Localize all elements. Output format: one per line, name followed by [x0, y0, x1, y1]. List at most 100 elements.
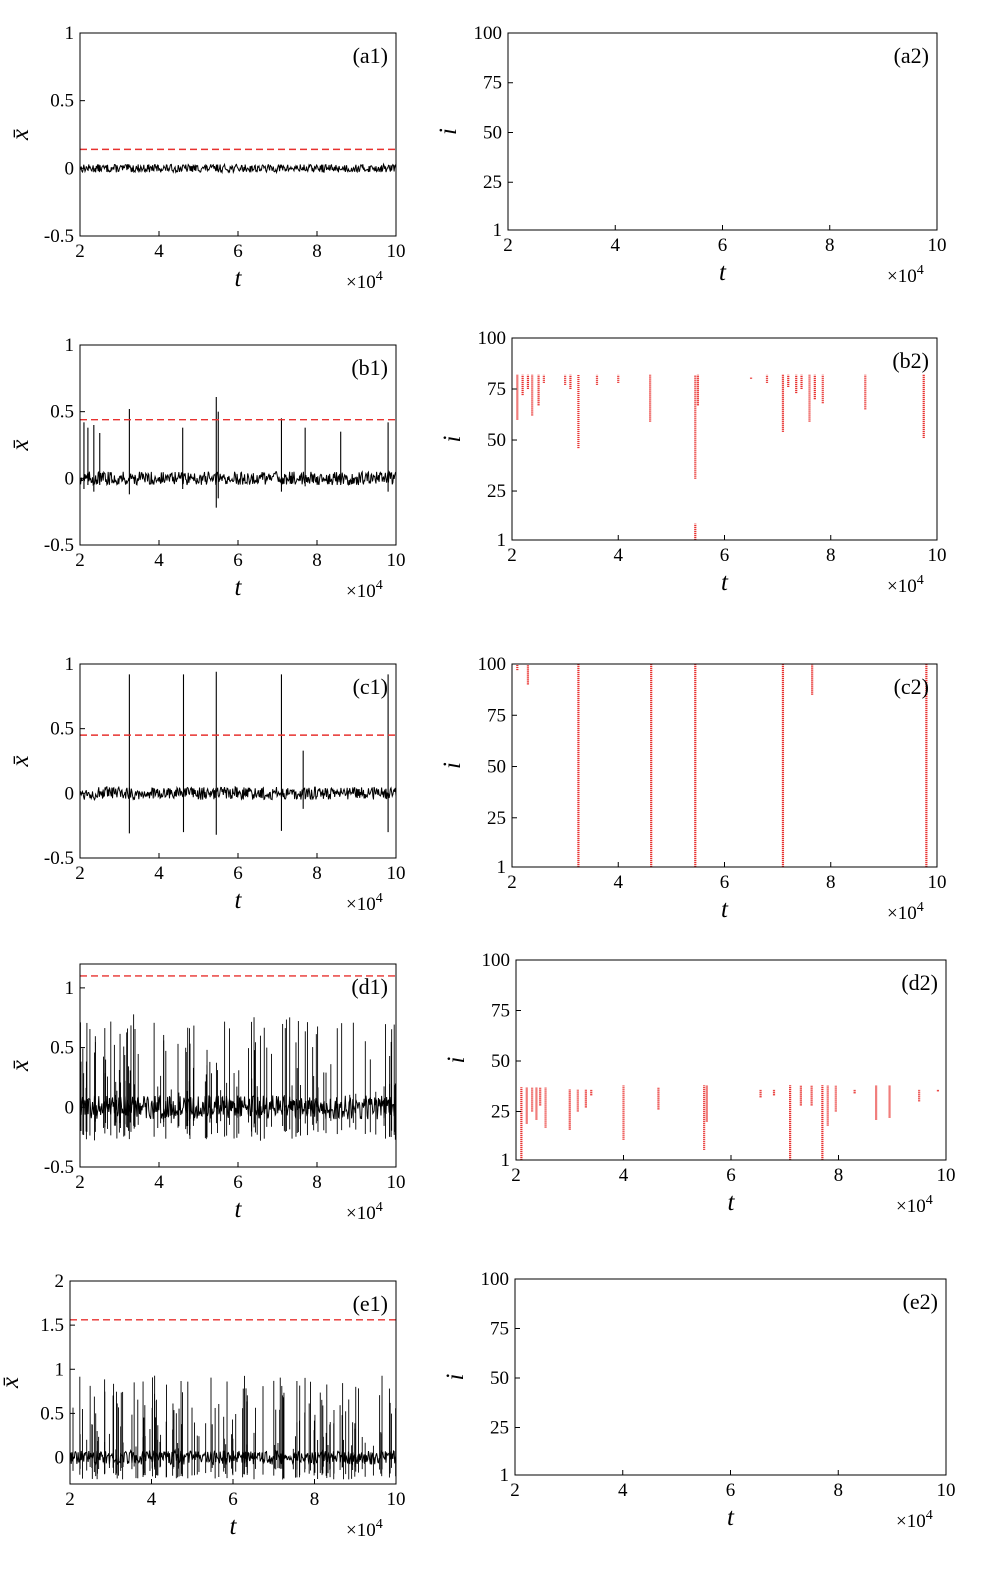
x-multiplier-label: ×104 — [346, 891, 383, 915]
panel-b2: 2 4 6 8 10 1 25 50 75 100 t i ×104 (b2) — [439, 328, 947, 597]
x-axis-label: t — [235, 265, 243, 292]
y-tick-label: 1.5 — [40, 1315, 64, 1336]
y-tick-label: -0.5 — [44, 535, 74, 556]
x-tick-label: 8 — [825, 235, 835, 256]
x-tick-label: 8 — [834, 1480, 844, 1501]
y-tick-label: -0.5 — [44, 848, 74, 869]
y-axis-label: i — [435, 128, 462, 135]
y-tick-label: 0 — [65, 158, 75, 179]
x-tick-label: 2 — [75, 863, 85, 884]
plot-area-b1 — [80, 397, 396, 508]
signal-trace-a1 — [80, 162, 396, 175]
y-tick-label: -0.5 — [44, 1157, 74, 1178]
x-multiplier-label: ×104 — [887, 263, 924, 287]
panel-label-a2: (a2) — [894, 43, 929, 68]
x-tick-label: 2 — [75, 550, 85, 571]
x-tick-label: 10 — [928, 545, 947, 566]
x-tick-label: 10 — [937, 1165, 956, 1186]
x-tick-label: 2 — [511, 1165, 521, 1186]
x-axis-label: t — [235, 887, 243, 914]
panel-a1: 2 4 6 8 10 -0.5 0 0.5 1 t x̄ ×104 (a1) — [7, 23, 406, 293]
plot-area-a1 — [80, 148, 396, 175]
x-tick-label: 10 — [387, 550, 406, 571]
signal-trace-d1 — [80, 1094, 396, 1120]
y-axis-label: x̄ — [7, 129, 34, 141]
y-tick-label: 75 — [487, 379, 506, 400]
panel-label-e1: (e1) — [353, 1291, 388, 1316]
x-axis-label: t — [728, 1189, 736, 1216]
y-tick-label: 100 — [474, 23, 503, 44]
x-axis-label: t — [235, 574, 243, 601]
x-tick-label: 4 — [154, 550, 164, 571]
x-axis-label: t — [727, 1504, 735, 1531]
y-axis-label: i — [442, 1373, 469, 1380]
y-axis-label: x̄ — [0, 1377, 24, 1389]
y-axis-label: i — [439, 435, 466, 442]
x-tick-label: 6 — [233, 863, 243, 884]
plot-area-c2 — [516, 664, 928, 867]
x-tick-label: 4 — [154, 1172, 164, 1193]
x-tick-label: 8 — [310, 1489, 320, 1510]
x-tick-label: 8 — [826, 545, 836, 566]
y-tick-label: 75 — [491, 1001, 510, 1022]
y-tick-label: 1 — [65, 978, 75, 999]
panel-c1: 2 4 6 8 10 -0.5 0 0.5 1 t x̄ ×104 (c1) — [7, 654, 406, 915]
y-tick-label: 50 — [483, 122, 502, 143]
y-tick-label: 50 — [487, 430, 506, 451]
x-tick-label: 8 — [834, 1165, 844, 1186]
axes-frame-e2 — [514, 1278, 947, 1476]
x-tick-label: 6 — [720, 545, 730, 566]
x-axis-label: t — [721, 569, 729, 596]
y-tick-label: 75 — [490, 1318, 509, 1339]
panel-a2: 2 4 6 8 10 1 25 50 75 100 t i ×104 (a2) — [435, 23, 947, 287]
x-tick-label: 6 — [228, 1489, 238, 1510]
y-tick-label: 0 — [65, 468, 75, 489]
x-tick-label: 2 — [75, 1172, 85, 1193]
x-multiplier-label: ×104 — [887, 900, 924, 924]
x-tick-label: 2 — [507, 872, 517, 893]
y-axis-label: x̄ — [7, 439, 34, 451]
panel-e2: 2 4 6 8 10 1 25 50 75 100 t i ×104 (e2) — [442, 1269, 956, 1532]
y-tick-label: 0.5 — [50, 1038, 74, 1059]
panel-d2: 2 4 6 8 10 1 25 50 75 100 t i ×104 (d2) — [443, 950, 956, 1217]
x-tick-label: 6 — [726, 1480, 736, 1501]
x-tick-label: 10 — [928, 872, 947, 893]
y-tick-label: 100 — [481, 1269, 510, 1290]
x-tick-label: 2 — [507, 545, 517, 566]
panel-label-b2: (b2) — [892, 348, 929, 373]
x-tick-label: 4 — [154, 241, 164, 262]
panel-label-d2: (d2) — [901, 970, 938, 995]
y-axis-label: i — [443, 1056, 470, 1063]
x-tick-label: 10 — [387, 863, 406, 884]
x-multiplier-label: ×104 — [896, 1508, 933, 1532]
y-axis-label: i — [439, 762, 466, 769]
y-tick-label: -0.5 — [44, 226, 74, 247]
x-tick-label: 10 — [937, 1480, 956, 1501]
axes-frame-d2 — [515, 959, 947, 1161]
x-multiplier-label: ×104 — [887, 573, 924, 597]
x-tick-label: 2 — [65, 1489, 75, 1510]
signal-trace-c1 — [80, 785, 396, 802]
x-tick-label: 2 — [75, 241, 85, 262]
y-tick-label: 0.5 — [50, 91, 74, 112]
y-tick-label: 1 — [497, 530, 507, 551]
x-tick-label: 4 — [611, 235, 621, 256]
panel-c2: 2 4 6 8 10 1 25 50 75 100 t i ×104 (c2) — [439, 654, 947, 924]
x-tick-label: 10 — [387, 1489, 406, 1510]
panel-label-a1: (a1) — [353, 43, 388, 68]
y-tick-label: 50 — [491, 1051, 510, 1072]
y-tick-label: 1 — [501, 1150, 511, 1171]
x-multiplier-label: ×104 — [896, 1193, 933, 1217]
y-tick-label: 25 — [483, 172, 502, 193]
y-tick-label: 1 — [500, 1465, 510, 1486]
x-tick-label: 8 — [312, 241, 322, 262]
x-tick-label: 10 — [387, 1172, 406, 1193]
axes-frame-c1 — [79, 663, 397, 859]
x-tick-label: 6 — [718, 235, 728, 256]
y-tick-label: 50 — [487, 757, 506, 778]
y-tick-label: 0.5 — [40, 1403, 64, 1424]
x-tick-label: 4 — [618, 1480, 628, 1501]
y-tick-label: 100 — [482, 950, 511, 971]
x-multiplier-label: ×104 — [346, 1200, 383, 1224]
x-tick-label: 2 — [510, 1480, 520, 1501]
